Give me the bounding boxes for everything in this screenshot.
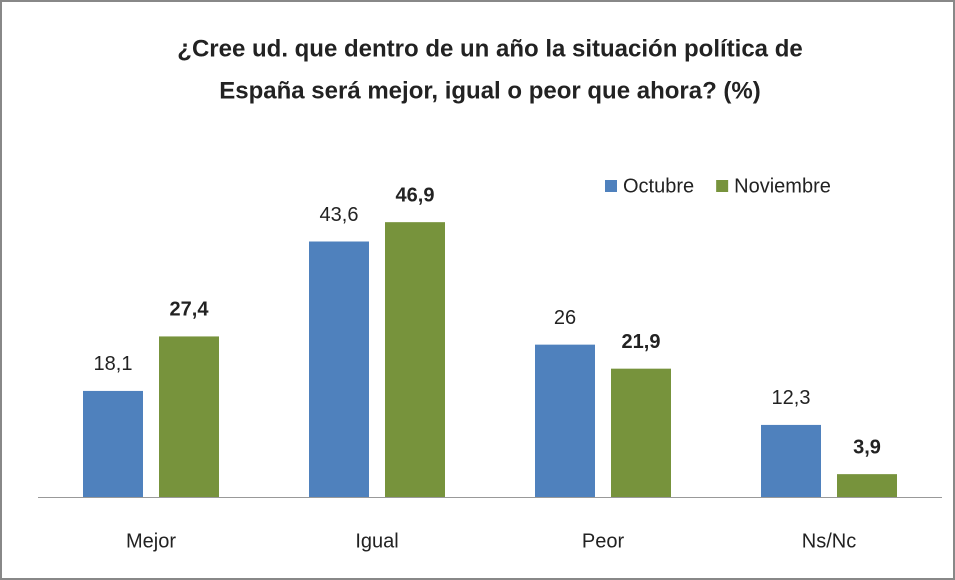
bar	[309, 241, 369, 497]
value-label: 26	[554, 307, 576, 329]
value-label: 46,9	[396, 184, 435, 206]
bar	[159, 336, 219, 497]
legend-label: Octubre	[623, 175, 694, 197]
legend-swatch	[605, 180, 617, 192]
bar	[535, 344, 595, 497]
value-label: 27,4	[170, 299, 210, 321]
value-label: 43,6	[320, 204, 359, 226]
x-tick-label: Igual	[355, 530, 398, 552]
x-tick-label: Mejor	[126, 530, 176, 552]
chart-title: España será mejor, igual o peor que ahor…	[219, 77, 760, 104]
bar	[385, 222, 445, 497]
value-label: 3,9	[853, 436, 881, 458]
legend-swatch	[716, 180, 729, 192]
x-tick-label: Ns/Nc	[802, 530, 856, 552]
bar	[611, 368, 671, 497]
bar	[837, 474, 897, 497]
value-label: 21,9	[622, 331, 661, 353]
value-label: 12,3	[772, 387, 811, 409]
legend-label: Noviembre	[734, 175, 831, 197]
bar	[761, 424, 821, 497]
value-label: 18,1	[94, 353, 133, 375]
chart-title: ¿Cree ud. que dentro de un año la situac…	[177, 35, 802, 62]
x-tick-label: Peor	[582, 530, 625, 552]
bar	[83, 390, 143, 497]
